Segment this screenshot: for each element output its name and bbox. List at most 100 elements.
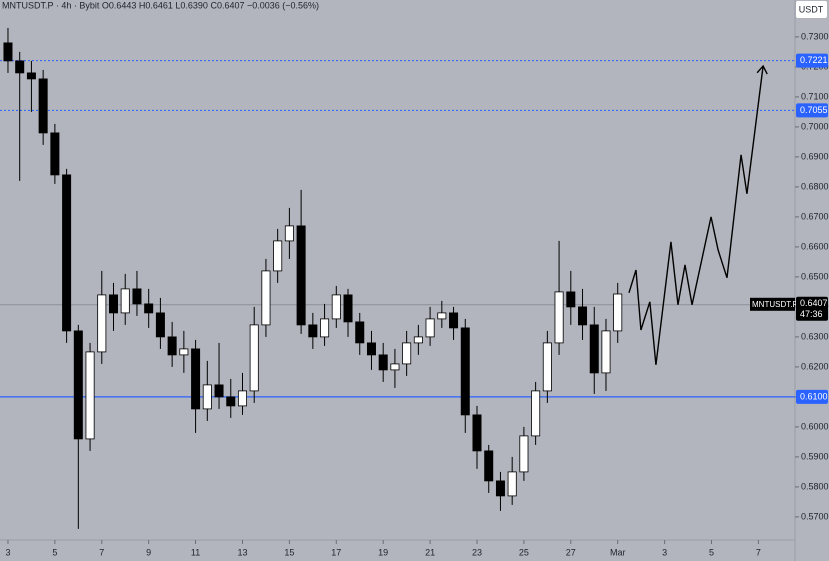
- x-tick-label: 17: [331, 547, 341, 557]
- y-tick-label: 0.5900: [801, 451, 829, 461]
- candle-body: [191, 348, 201, 410]
- candle-body: [237, 390, 247, 407]
- candle-body: [519, 435, 529, 473]
- y-tick-label: 0.5800: [801, 481, 829, 491]
- x-tick-label: 19: [378, 547, 388, 557]
- candle-body: [566, 291, 576, 308]
- candle-body: [120, 288, 130, 314]
- candle-body: [437, 312, 447, 320]
- candle-body: [296, 225, 306, 326]
- level-label: 0.7221: [800, 55, 828, 65]
- candle-body: [308, 324, 318, 338]
- plot: [0, 27, 795, 529]
- candle-body: [249, 324, 259, 392]
- candle-body: [460, 327, 470, 416]
- level-label-box: [796, 53, 828, 68]
- level-label-box: [796, 103, 828, 118]
- x-tick-label: 21: [425, 547, 435, 557]
- candle-body: [495, 480, 505, 497]
- chart-title: MNTUSDT.P · 4h · Bybit O0.6443 H0.6461 L…: [2, 0, 319, 10]
- candle-body: [613, 293, 623, 332]
- y-tick-label: 0.6800: [801, 181, 829, 191]
- level-label-box: [796, 389, 828, 404]
- candle-body: [85, 351, 95, 440]
- candle-body: [284, 225, 294, 242]
- candle-body: [202, 384, 212, 410]
- candle-body: [320, 318, 330, 338]
- candle-body: [390, 363, 400, 371]
- x-tick-label: 15: [284, 547, 294, 557]
- currency-label: USDT: [799, 4, 824, 14]
- x-tick-label: 3: [662, 547, 667, 557]
- candle-body: [273, 240, 283, 272]
- x-tick-label: 13: [237, 547, 247, 557]
- candle-body: [97, 294, 107, 353]
- x-tick-label: 25: [519, 547, 529, 557]
- candle-body: [554, 291, 564, 344]
- y-tick-label: 0.7300: [801, 31, 829, 41]
- y-tick-label: 0.6900: [801, 151, 829, 161]
- price-axis: 0.5700 0.5800 0.5900 0.6000 0.6100 0.6200 0.63…: [795, 31, 829, 521]
- candle-body: [167, 336, 177, 356]
- projection-line: [628, 65, 764, 365]
- level-label: 0.6100: [800, 391, 828, 401]
- y-tick-label: 0.7100: [801, 91, 829, 101]
- y-tick-label: 0.6500: [801, 271, 829, 281]
- y-tick-label: 0.5700: [801, 511, 829, 521]
- candle-body: [484, 450, 494, 482]
- candle-body: [472, 414, 482, 452]
- x-tick-label: 23: [472, 547, 482, 557]
- symbol-label: MNTUSDT.P: [752, 300, 798, 309]
- candle-body: [214, 384, 224, 398]
- symbol-box: [750, 297, 795, 311]
- candle-body: [38, 78, 48, 134]
- y-tick-label: 0.6000: [801, 421, 829, 431]
- last-price-box: [796, 296, 828, 321]
- candle-body: [601, 330, 611, 374]
- candle-body: [378, 354, 388, 371]
- level-label: 0.7055: [800, 105, 828, 115]
- x-tick-label: Mar: [610, 547, 626, 557]
- x-tick-label: 3: [5, 547, 10, 557]
- y-tick-label: 0.6600: [801, 241, 829, 251]
- candle-body: [331, 294, 341, 320]
- projection-arrowhead: [756, 64, 768, 75]
- x-tick-label: 5: [52, 547, 57, 557]
- y-tick-label: 0.6300: [801, 331, 829, 341]
- y-tick-label: 0.7000: [801, 121, 829, 131]
- y-tick-label: 0.6700: [801, 211, 829, 221]
- candle-body: [50, 132, 60, 176]
- candle-body: [155, 312, 165, 338]
- y-tick-label: 0.6200: [801, 361, 829, 371]
- candle-body: [531, 390, 541, 437]
- candle-body: [109, 294, 119, 314]
- candle-body: [402, 342, 412, 365]
- x-tick-label: 11: [191, 547, 200, 557]
- last-price-label: 0.6407: [800, 298, 828, 308]
- candle-body: [26, 72, 36, 80]
- candle-body: [179, 348, 189, 356]
- candle-body: [449, 312, 459, 329]
- currency-box: [796, 1, 827, 18]
- candle-body: [15, 60, 25, 74]
- candle-body: [132, 288, 142, 305]
- candle-body: [413, 336, 423, 344]
- candle-body: [3, 42, 13, 62]
- candle-body: [542, 342, 552, 392]
- x-tick-label: 7: [756, 547, 761, 557]
- candle-body: [73, 330, 83, 440]
- candle-body: [261, 270, 271, 326]
- candle-body: [578, 306, 588, 326]
- candle-body: [589, 324, 599, 374]
- candle-body: [507, 471, 517, 497]
- candle-body: [226, 396, 236, 407]
- x-tick-label: 9: [146, 547, 151, 557]
- countdown-label: 47:36: [800, 309, 823, 319]
- x-tick-label: 27: [566, 547, 576, 557]
- candle-body: [425, 318, 435, 338]
- candle-body: [343, 294, 353, 323]
- candle-body: [144, 303, 154, 314]
- x-tick-label: 5: [709, 547, 714, 557]
